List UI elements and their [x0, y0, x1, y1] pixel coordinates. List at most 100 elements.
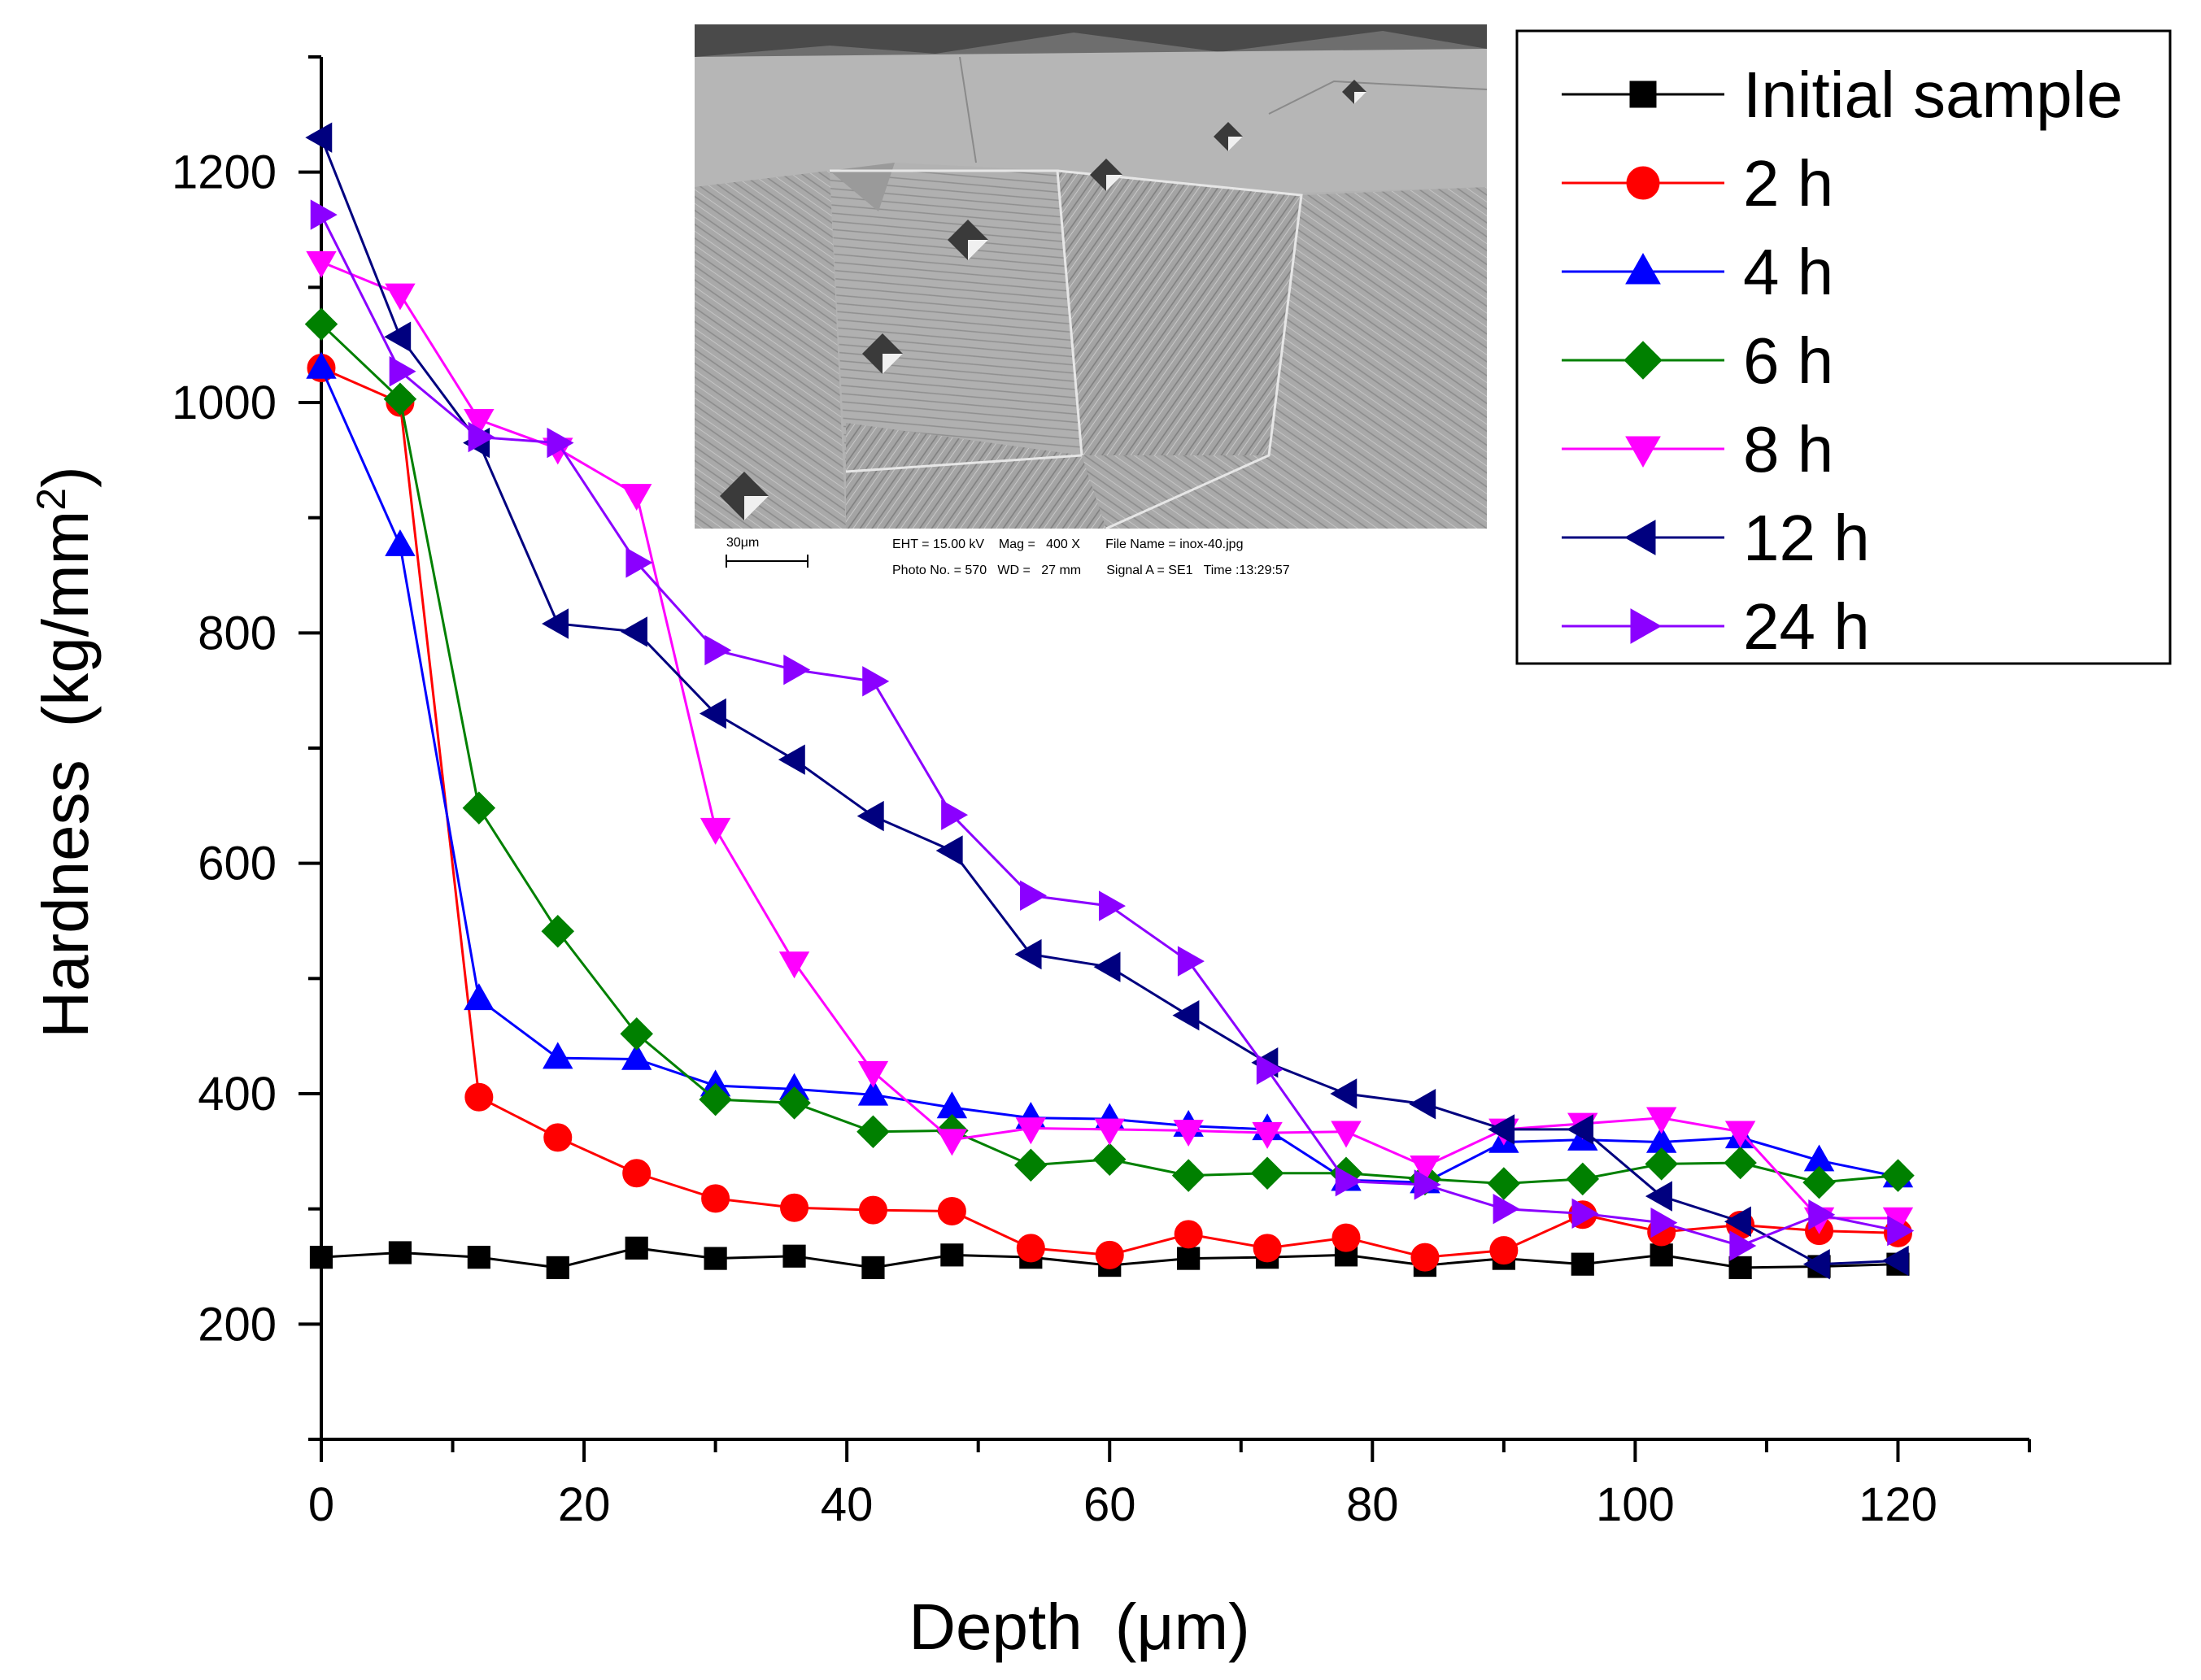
data-point [1493, 1193, 1520, 1225]
data-point [1253, 1234, 1282, 1263]
data-point [389, 356, 416, 387]
data-point [1252, 1121, 1283, 1149]
axes: 0 20 40 60 80 100 120 200 400 600 800 1000 1200 [172, 55, 2031, 1531]
data-point [543, 1042, 573, 1069]
data-point [1094, 1118, 1125, 1146]
data-point [384, 321, 412, 352]
legend-label: Initial sample [1743, 59, 2123, 131]
data-point [700, 817, 731, 845]
legend-item: 12 h [1562, 502, 1870, 574]
data-point [305, 122, 333, 153]
x-axis-ticks: 0 20 40 60 80 100 120 [308, 1439, 2031, 1531]
data-point [1330, 1078, 1358, 1109]
legend: Initial sample 2 h 4 h 6 h 8 h 12 h 24 h [1515, 29, 2172, 665]
data-point [622, 1159, 652, 1188]
data-point [778, 744, 805, 775]
legend-item: 24 h [1562, 590, 1870, 663]
legend-item: 2 h [1562, 147, 1833, 220]
data-point [620, 616, 647, 647]
data-point [625, 547, 653, 578]
legend-label: 8 h [1743, 413, 1833, 485]
data-point [1171, 1159, 1205, 1192]
data-point [1250, 1156, 1284, 1190]
data-point [383, 382, 417, 416]
legend-marker [1624, 341, 1663, 380]
data-point [1414, 1169, 1441, 1200]
data-point [1331, 1223, 1361, 1252]
legend-label: 24 h [1743, 590, 1870, 663]
sem-info-row-1: EHT = 15.00 kV Mag = 400 X File Name = i… [892, 538, 1243, 551]
sem-info-row-2: Photo No. = 570 WD = 27 mm Signal A = SE… [892, 564, 1290, 577]
data-point [1014, 938, 1042, 970]
legend-marker [1630, 608, 1663, 644]
data-point [546, 1256, 569, 1280]
data-point [856, 1115, 890, 1149]
data-point [304, 307, 338, 341]
data-point [1724, 1206, 1751, 1237]
data-point [862, 666, 890, 697]
data-point [1173, 1120, 1204, 1147]
data-point [1489, 1236, 1519, 1265]
data-point [543, 1123, 573, 1152]
data-point [625, 1236, 648, 1260]
data-point [1172, 999, 1200, 1031]
data-point [936, 1129, 968, 1156]
data-point [385, 283, 416, 311]
y-tick-label: 1000 [172, 376, 277, 429]
data-point [1881, 1245, 1909, 1277]
y-tick-label: 1200 [172, 146, 277, 199]
y-axis-title-unit: (kg/mm [29, 511, 102, 728]
data-point [1650, 1207, 1678, 1238]
data-point [1331, 1121, 1362, 1148]
data-point [1887, 1215, 1915, 1247]
data-point [1808, 1199, 1836, 1230]
data-point [306, 351, 337, 379]
data-point [937, 1197, 966, 1225]
data-point [1014, 1148, 1048, 1182]
x-axis-title-label: Depth [909, 1591, 1082, 1663]
y-tick-label: 400 [198, 1068, 277, 1121]
data-point [780, 1193, 809, 1222]
data-point [1016, 1234, 1045, 1263]
data-point [1020, 880, 1048, 912]
data-point [1571, 1198, 1599, 1230]
data-point [704, 1247, 727, 1270]
data-point [1335, 1165, 1362, 1197]
data-point [464, 983, 495, 1011]
data-point [778, 951, 810, 979]
series-12-h [305, 122, 1909, 1280]
data-point [542, 608, 569, 639]
x-axis-title: Depth (μm) [909, 1591, 1250, 1663]
data-point [1650, 1243, 1673, 1267]
legend-marker [1626, 166, 1660, 200]
data-point [1098, 890, 1126, 921]
data-point [1095, 1240, 1124, 1269]
data-point [306, 250, 337, 278]
data-point [388, 1241, 412, 1264]
legend-marker [1629, 81, 1657, 108]
data-point [699, 698, 726, 729]
data-point [1177, 946, 1205, 977]
data-point [1567, 1114, 1594, 1145]
x-tick-label: 0 [308, 1478, 334, 1531]
data-point [1571, 1252, 1594, 1276]
legend-label: 2 h [1743, 147, 1833, 220]
data-point [856, 800, 884, 832]
legend-marker [1625, 252, 1661, 285]
data-point [468, 421, 495, 453]
data-point [1724, 1146, 1757, 1180]
data-point [1488, 1114, 1515, 1145]
data-point [1409, 1089, 1436, 1120]
data-point [941, 799, 969, 830]
y-tick-label: 800 [198, 607, 277, 659]
data-point [310, 199, 338, 230]
series-8-h [306, 250, 1914, 1234]
legend-marker [1624, 520, 1656, 555]
legend-label: 6 h [1743, 324, 1833, 397]
y-axis-ticks: 200 400 600 800 1000 1200 [172, 55, 321, 1441]
data-point [1645, 1181, 1672, 1212]
series-6-h [304, 307, 1915, 1200]
data-point [1410, 1156, 1440, 1182]
y-axis-title-unit-close: ) [29, 466, 102, 488]
